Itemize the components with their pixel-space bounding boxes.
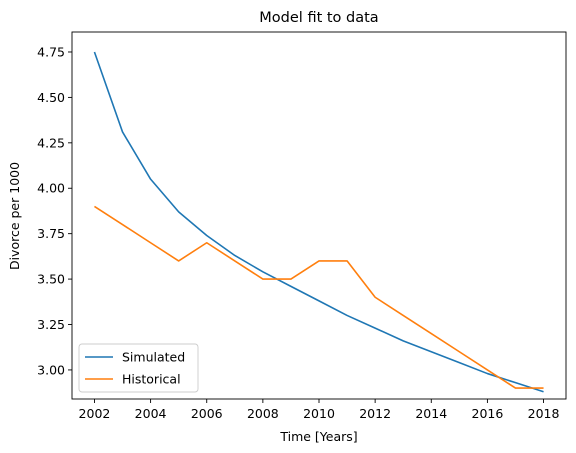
y-tick-label: 4.25: [37, 135, 65, 150]
y-tick-label: 4.75: [37, 44, 65, 59]
x-tick-label: 2018: [528, 406, 560, 421]
x-tick-label: 2012: [359, 406, 391, 421]
plot-area: 2002 2004 2006 2008 2010 2012 2014 2016 2018 3.00…: [37, 31, 567, 421]
y-tick-label: 3.75: [37, 226, 65, 241]
x-tick-label: 2014: [415, 406, 447, 421]
x-tick-label: 2010: [303, 406, 335, 421]
x-tick-label: 2006: [191, 406, 223, 421]
y-axis-label: Divorce per 1000: [7, 162, 22, 270]
y-tick-label: 3.25: [37, 317, 65, 332]
series-line-historical: [94, 205, 544, 389]
x-axis-label: Time [Years]: [279, 429, 357, 444]
legend-label-simulated: Simulated: [122, 350, 185, 365]
series-line-simulated: [93, 51, 544, 393]
legend: Simulated Historical: [78, 343, 199, 393]
y-tick-label: 3.00: [37, 362, 65, 377]
legend-label-historical: Historical: [122, 372, 181, 387]
y-tick-label: 3.50: [37, 272, 65, 287]
x-tick-label: 2016: [472, 406, 504, 421]
x-tick-label: 2004: [135, 406, 167, 421]
x-tick-label: 2008: [247, 406, 279, 421]
y-tick-label: 4.50: [37, 90, 65, 105]
legend-box: [78, 343, 199, 393]
chart-title: Model fit to data: [259, 10, 378, 26]
y-tick-label: 4.00: [37, 181, 65, 196]
x-tick-label: 2002: [79, 406, 111, 421]
